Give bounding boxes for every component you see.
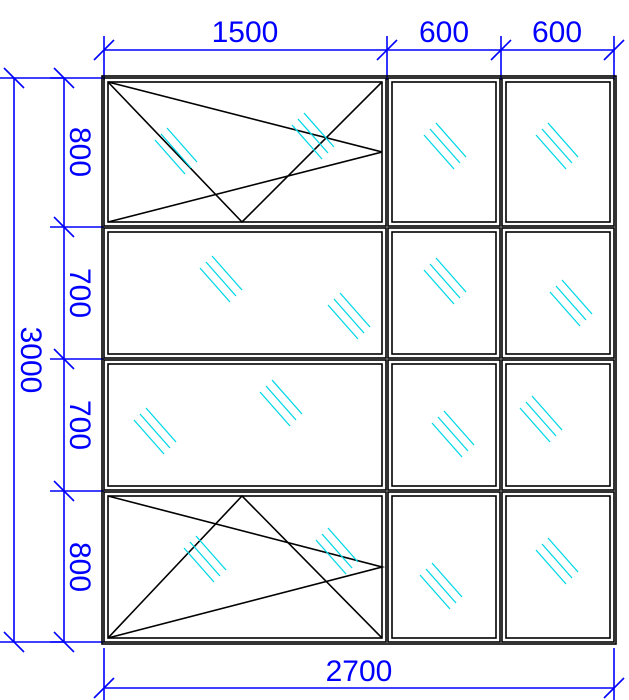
turn-opening-symbol <box>107 81 383 223</box>
panel-sash-frame <box>391 495 497 639</box>
dim-top-3: 600 <box>532 16 582 49</box>
panel-sash-frame <box>391 363 497 487</box>
panel-r1-c1 <box>103 77 387 227</box>
panel-outer-frame <box>501 359 615 491</box>
dim-row-3: 700 <box>63 400 96 450</box>
glass-reflection-mark <box>549 279 593 327</box>
left-row-dimensions: 800 700 700 800 <box>50 67 104 653</box>
glass-reflection-mark <box>183 535 227 583</box>
panel-r1-c2 <box>387 77 501 227</box>
panel-outer-frame <box>501 491 615 643</box>
glass-reflection-mark <box>259 379 303 427</box>
glass-reflection-mark <box>291 112 335 160</box>
panel-outer-frame <box>103 77 387 227</box>
panel-sash-frame <box>391 231 497 355</box>
dim-row-1: 800 <box>63 127 96 177</box>
panel-sash-frame <box>107 81 383 223</box>
panel-outer-frame <box>387 359 501 491</box>
dim-bottom-total: 2700 <box>326 655 393 688</box>
glass-reflection-mark <box>423 257 467 305</box>
glass-reflection-mark <box>199 255 243 303</box>
dim-total-height: 3000 <box>14 327 47 394</box>
panel-r3-c2 <box>387 359 501 491</box>
panel-sash-frame <box>505 495 611 639</box>
bottom-dimension: 2700 <box>93 648 625 700</box>
panel-sash-frame <box>505 231 611 355</box>
glass-reflection-mark <box>535 122 579 170</box>
dim-row-4: 800 <box>63 542 96 592</box>
panel-outer-frame <box>387 227 501 359</box>
panel-sash-frame <box>505 363 611 487</box>
panel-sash-frame <box>391 81 497 223</box>
panel-r4-c1 <box>103 491 387 643</box>
panel-r4-c2 <box>387 491 501 643</box>
glass-reflection-mark <box>154 127 198 175</box>
turn-opening-symbol <box>107 495 386 639</box>
dim-top-1: 1500 <box>212 16 279 49</box>
panel-r2-c1 <box>103 227 387 359</box>
top-dimension: 1500 600 600 <box>93 16 625 80</box>
glass-reflection-mark <box>133 407 177 455</box>
panel-r3-c1 <box>103 359 387 491</box>
panel-sash-frame <box>107 231 383 355</box>
panel-outer-frame <box>387 491 501 643</box>
panel-sash-frame <box>107 363 383 487</box>
panel-outer-frame <box>501 77 615 227</box>
tilt-opening-symbol <box>107 81 383 224</box>
glass-reflection-mark <box>431 410 475 458</box>
panel-outer-frame <box>103 491 387 643</box>
glass-reflection-mark <box>519 395 563 443</box>
outer-frame <box>101 75 617 645</box>
glass-reflection-mark <box>423 122 467 170</box>
panel-sash-frame <box>107 495 383 639</box>
panel-sash-frame <box>505 81 611 223</box>
panels <box>103 77 615 643</box>
glass-reflection-mark <box>535 537 579 585</box>
panel-r2-c3 <box>501 227 615 359</box>
panel-r3-c3 <box>501 359 615 491</box>
dim-row-2: 700 <box>63 268 96 318</box>
panel-outer-frame <box>103 227 387 359</box>
panel-outer-frame <box>103 359 387 491</box>
tilt-opening-symbol <box>107 494 383 639</box>
glass-reflection-mark <box>419 562 463 610</box>
panel-r2-c2 <box>387 227 501 359</box>
panel-outer-frame <box>501 227 615 359</box>
glass-reflection-mark <box>315 527 359 575</box>
panel-outer-frame <box>387 77 501 227</box>
glass-reflection-mark <box>327 292 371 340</box>
panel-r4-c3 <box>501 491 615 643</box>
dim-top-2: 600 <box>419 16 469 49</box>
panel-r1-c3 <box>501 77 615 227</box>
left-total-dimension: 3000 <box>0 67 64 653</box>
